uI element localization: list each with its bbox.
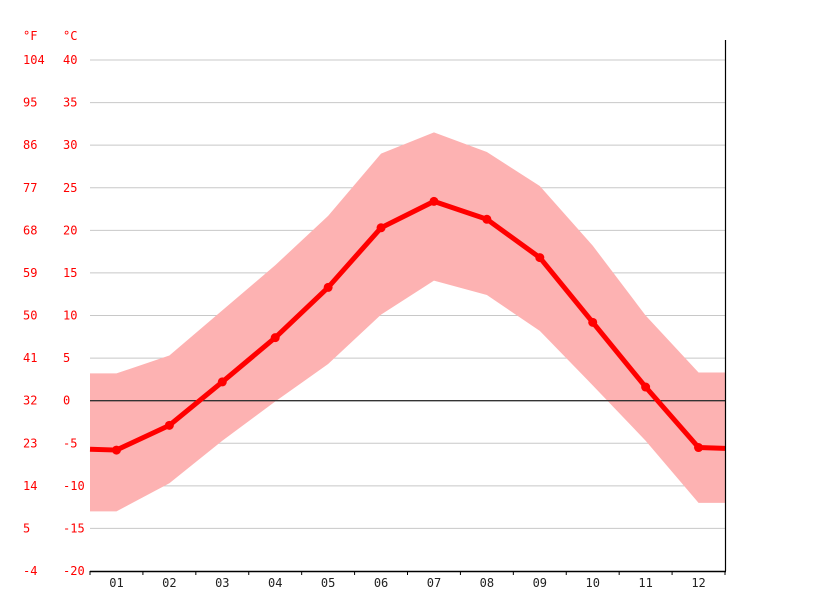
month-label: 12 [691,576,705,590]
celsius-tick-label: 15 [63,266,77,280]
mean-temperature-line [89,198,726,453]
fahrenheit-tick-label: 104 [23,53,45,67]
fahrenheit-tick-label: 14 [23,479,37,493]
month-label: 09 [533,576,547,590]
min-max-range-band [90,132,725,512]
fahrenheit-unit-label: °F [23,29,37,43]
celsius-tick-label: -10 [63,479,85,493]
month-label: 08 [480,576,494,590]
month-label: 06 [374,576,388,590]
month-label: 03 [215,576,229,590]
fahrenheit-tick-label: 50 [23,309,37,323]
mean-temperature-point [217,377,227,387]
mean-temperature-point [164,420,174,430]
month-label: 07 [427,576,441,590]
fahrenheit-tick-label: 86 [23,138,37,152]
mean-temperature-point [111,445,121,455]
celsius-tick-label: -20 [63,564,85,578]
celsius-tick-label: 30 [63,138,77,152]
fahrenheit-tick-label: 23 [23,436,37,450]
mean-temperature-point [376,223,386,233]
fahrenheit-tick-label: 32 [23,394,37,408]
mean-temperature-point [694,443,704,453]
celsius-tick-label: 20 [63,223,77,237]
mean-temperature-point [641,382,651,392]
fahrenheit-tick-label: 95 [23,96,37,110]
mean-temperature-point [535,253,545,263]
month-label: 05 [321,576,335,590]
celsius-tick-label: 25 [63,181,77,195]
celsius-unit-label: °C [63,29,77,43]
mean-temperature-point [429,196,439,206]
fahrenheit-tick-label: -4 [23,564,37,578]
celsius-tick-label: 40 [63,53,77,67]
celsius-tick-label: 10 [63,309,77,323]
mean-temperature-point [588,317,598,327]
celsius-tick-label: 35 [63,96,77,110]
month-label: 02 [162,576,176,590]
celsius-tick-label: -15 [63,521,85,535]
celsius-tick-label: 5 [63,351,70,365]
month-label: 01 [109,576,123,590]
celsius-tick-label: 0 [63,394,70,408]
fahrenheit-tick-label: 41 [23,351,37,365]
month-label: 10 [585,576,599,590]
fahrenheit-tick-label: 59 [23,266,37,280]
month-label: 11 [638,576,652,590]
celsius-tick-label: -5 [63,436,77,450]
fahrenheit-tick-label: 77 [23,181,37,195]
month-label: 04 [268,576,282,590]
mean-temperature-point [323,282,333,292]
fahrenheit-tick-label: 5 [23,521,30,535]
fahrenheit-tick-label: 68 [23,223,37,237]
mean-temperature-point [270,333,280,343]
mean-temperature-point [482,214,492,224]
